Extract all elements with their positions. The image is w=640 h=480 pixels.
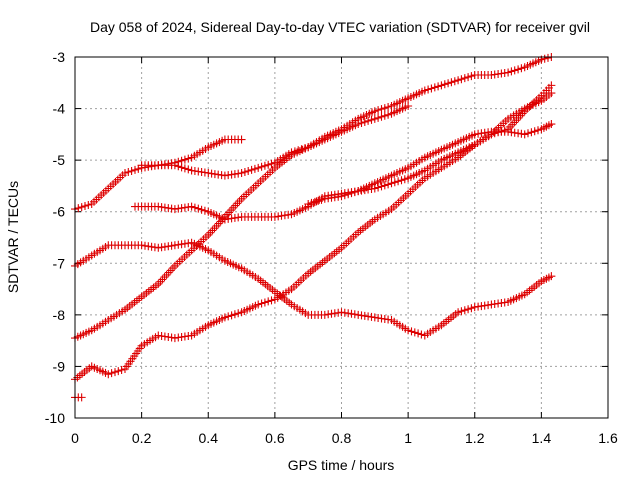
x-axis-tick-labels: 0 0.2 0.4 0.6 0.8 1 1.2 1.4 1.6 <box>71 430 618 446</box>
y-tick-label: -4 <box>53 101 66 117</box>
y-tick-label: -9 <box>53 358 66 374</box>
x-tick-label: 0.4 <box>199 430 219 446</box>
plus-markers <box>71 53 556 343</box>
series-sat-h <box>71 393 86 402</box>
plus-markers <box>137 101 413 180</box>
plot-area <box>71 53 556 402</box>
x-tick-label: 1.6 <box>598 430 618 446</box>
grid <box>75 57 608 418</box>
plot-frame <box>74 56 609 419</box>
series-sat-d <box>71 81 556 384</box>
series-sat-c <box>71 53 556 343</box>
x-tick-label: 1.4 <box>532 430 552 446</box>
series-sat-f <box>137 101 413 180</box>
y-tick-label: -7 <box>53 255 66 271</box>
x-axis-label: GPS time / hours <box>288 457 395 473</box>
y-tick-label: -8 <box>53 307 66 323</box>
y-tick-label: -3 <box>53 49 66 65</box>
chart-title: Day 058 of 2024, Sidereal Day-to-day VTE… <box>90 19 590 35</box>
y-tick-label: -10 <box>45 410 65 426</box>
x-tick-label: 1 <box>404 430 412 446</box>
x-tick-label: 0 <box>71 430 79 446</box>
series-sat-g <box>304 89 556 208</box>
y-axis-label: SDTVAR / TECUs <box>5 181 21 293</box>
x-tick-label: 0.8 <box>332 430 352 446</box>
plus-markers <box>71 393 86 402</box>
y-tick-label: -5 <box>53 152 66 168</box>
y-axis-tick-labels: -10 -9 -8 -7 -6 -5 -4 -3 <box>45 49 65 426</box>
plus-markers <box>304 89 556 208</box>
plus-markers <box>71 81 556 384</box>
x-tick-label: 1.2 <box>465 430 485 446</box>
plus-markers <box>71 238 556 340</box>
series-sat-b <box>71 238 556 340</box>
x-tick-label: 0.2 <box>132 430 152 446</box>
y-tick-label: -6 <box>53 204 66 220</box>
x-tick-label: 0.6 <box>265 430 285 446</box>
